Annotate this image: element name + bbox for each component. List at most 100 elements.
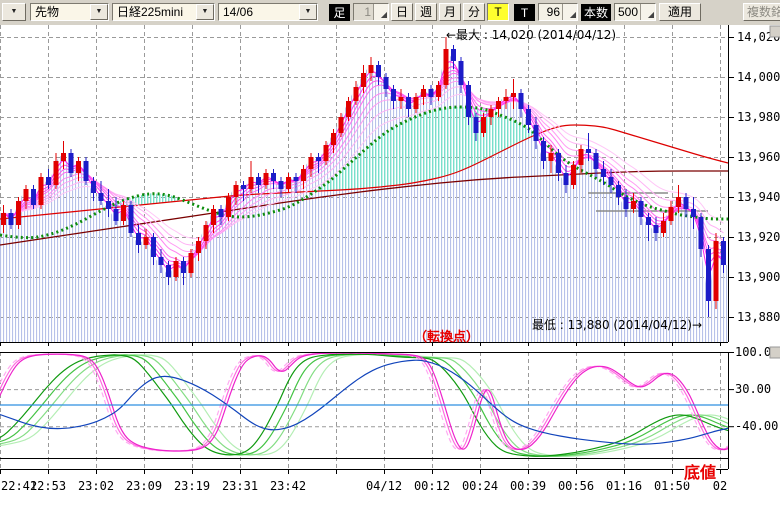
price-axis-labels: 14,020 14,000 13,980 13,960 13,940 13,920 13,9… [737,30,780,324]
candle [218,209,224,217]
candle [601,169,606,177]
period-month-label: 月 [443,5,456,19]
spinner-triangle-icon[interactable]: ◢ [373,4,388,20]
svg-text:02: 02 [713,479,727,493]
candle [473,117,479,133]
candle [706,249,711,301]
candle [331,133,336,145]
period-minute-label: 分 [467,5,480,19]
bar-interval-value: 1 [354,4,373,20]
multi-symbol-label: 複数銘柄 [746,5,780,19]
candle [721,241,726,265]
tick-interval-label: T [514,4,535,21]
candle [413,97,419,109]
candle [526,109,531,125]
candle [106,201,111,209]
instrument-type-select[interactable]: 先物 ▼ [30,3,109,21]
svg-text:22:41: 22:41 [1,479,37,493]
period-month-button[interactable]: 月 [439,3,461,21]
svg-text:13,940: 13,940 [737,190,780,204]
svg-text:100.00: 100.00 [735,345,778,359]
candle [713,241,719,301]
candle [653,225,659,233]
candle [631,201,636,209]
candles [1,37,726,317]
contract-month-value: 14/06 [223,5,254,19]
candle [406,97,411,109]
candle [646,217,651,225]
svg-text:30.00: 30.00 [735,382,771,396]
candle [316,157,321,161]
period-tick-label: T [494,5,502,19]
candle [293,177,299,181]
period-tick-button[interactable]: T [487,3,509,21]
candle [233,185,239,197]
chevron-down-icon[interactable]: ▼ [90,4,108,20]
candle [128,205,134,233]
bar-interval-spinner[interactable]: 1 ◢ [353,3,389,21]
candle [271,173,276,181]
candle [158,257,164,265]
candle [23,189,29,201]
panel-corner-widget[interactable] [769,25,780,38]
candle [151,237,156,257]
multi-symbol-button[interactable]: 複数銘柄 [743,3,780,21]
spinner-triangle-icon[interactable]: ◢ [640,4,655,20]
oscillator-lines [0,352,728,457]
chart-canvas[interactable]: 14,020 14,000 13,980 13,960 13,940 13,920 13,9… [0,25,780,500]
apply-label: 適用 [667,5,692,19]
chevron-down-icon[interactable]: ▼ [196,4,214,20]
candle [121,205,126,221]
period-day-button[interactable]: 日 [391,3,413,21]
candle [248,177,254,189]
candle [136,233,141,245]
symbol-select[interactable]: 日経225mini ▼ [112,3,215,21]
candle [241,185,246,189]
under-price-fill [0,49,728,342]
svg-text:14,000: 14,000 [737,70,780,84]
candle [166,265,171,277]
candle [353,87,359,101]
candle [571,165,576,185]
candle [383,77,389,89]
candle [338,117,344,133]
candle [488,109,494,117]
panel-corner-widget[interactable] [769,346,780,359]
spinner-triangle-icon[interactable]: ◢ [562,4,577,20]
svg-text:13,920: 13,920 [737,230,780,244]
candle [593,153,599,169]
tick-interval-spinner[interactable]: 96 ◢ [538,3,578,21]
chart-area[interactable]: 14,020 14,000 13,980 13,960 13,940 13,920 13,9… [0,25,780,500]
apply-button[interactable]: 適用 [659,3,701,21]
svg-text:23:31: 23:31 [222,479,258,493]
candle [286,177,291,189]
svg-text:00:12: 00:12 [414,479,450,493]
candle [203,225,209,241]
candle [616,185,621,197]
period-day-label: 日 [395,5,408,19]
candle [608,177,614,185]
candle [421,89,426,97]
bar-count-spinner[interactable]: 500 ◢ [614,3,656,21]
period-week-label: 週 [419,5,432,19]
candle [76,161,81,173]
nav-dropdown-button[interactable]: ▼ [2,3,26,21]
candle [53,161,59,185]
candle [361,73,366,87]
annotation-turning-point: （転換点） [414,329,479,345]
chevron-down-icon[interactable]: ▼ [299,4,317,20]
candle [548,153,554,161]
candle [113,209,119,221]
candle [323,145,329,161]
candle [451,49,456,61]
svg-text:23:19: 23:19 [174,479,210,493]
candle [541,141,546,161]
period-week-button[interactable]: 週 [415,3,437,21]
period-minute-button[interactable]: 分 [463,3,485,21]
candle [38,177,44,205]
bar-type-label: 足 [329,4,350,21]
svg-text:23:09: 23:09 [126,479,162,493]
contract-month-select[interactable]: 14/06 ▼ [218,3,318,21]
candle [91,181,96,193]
